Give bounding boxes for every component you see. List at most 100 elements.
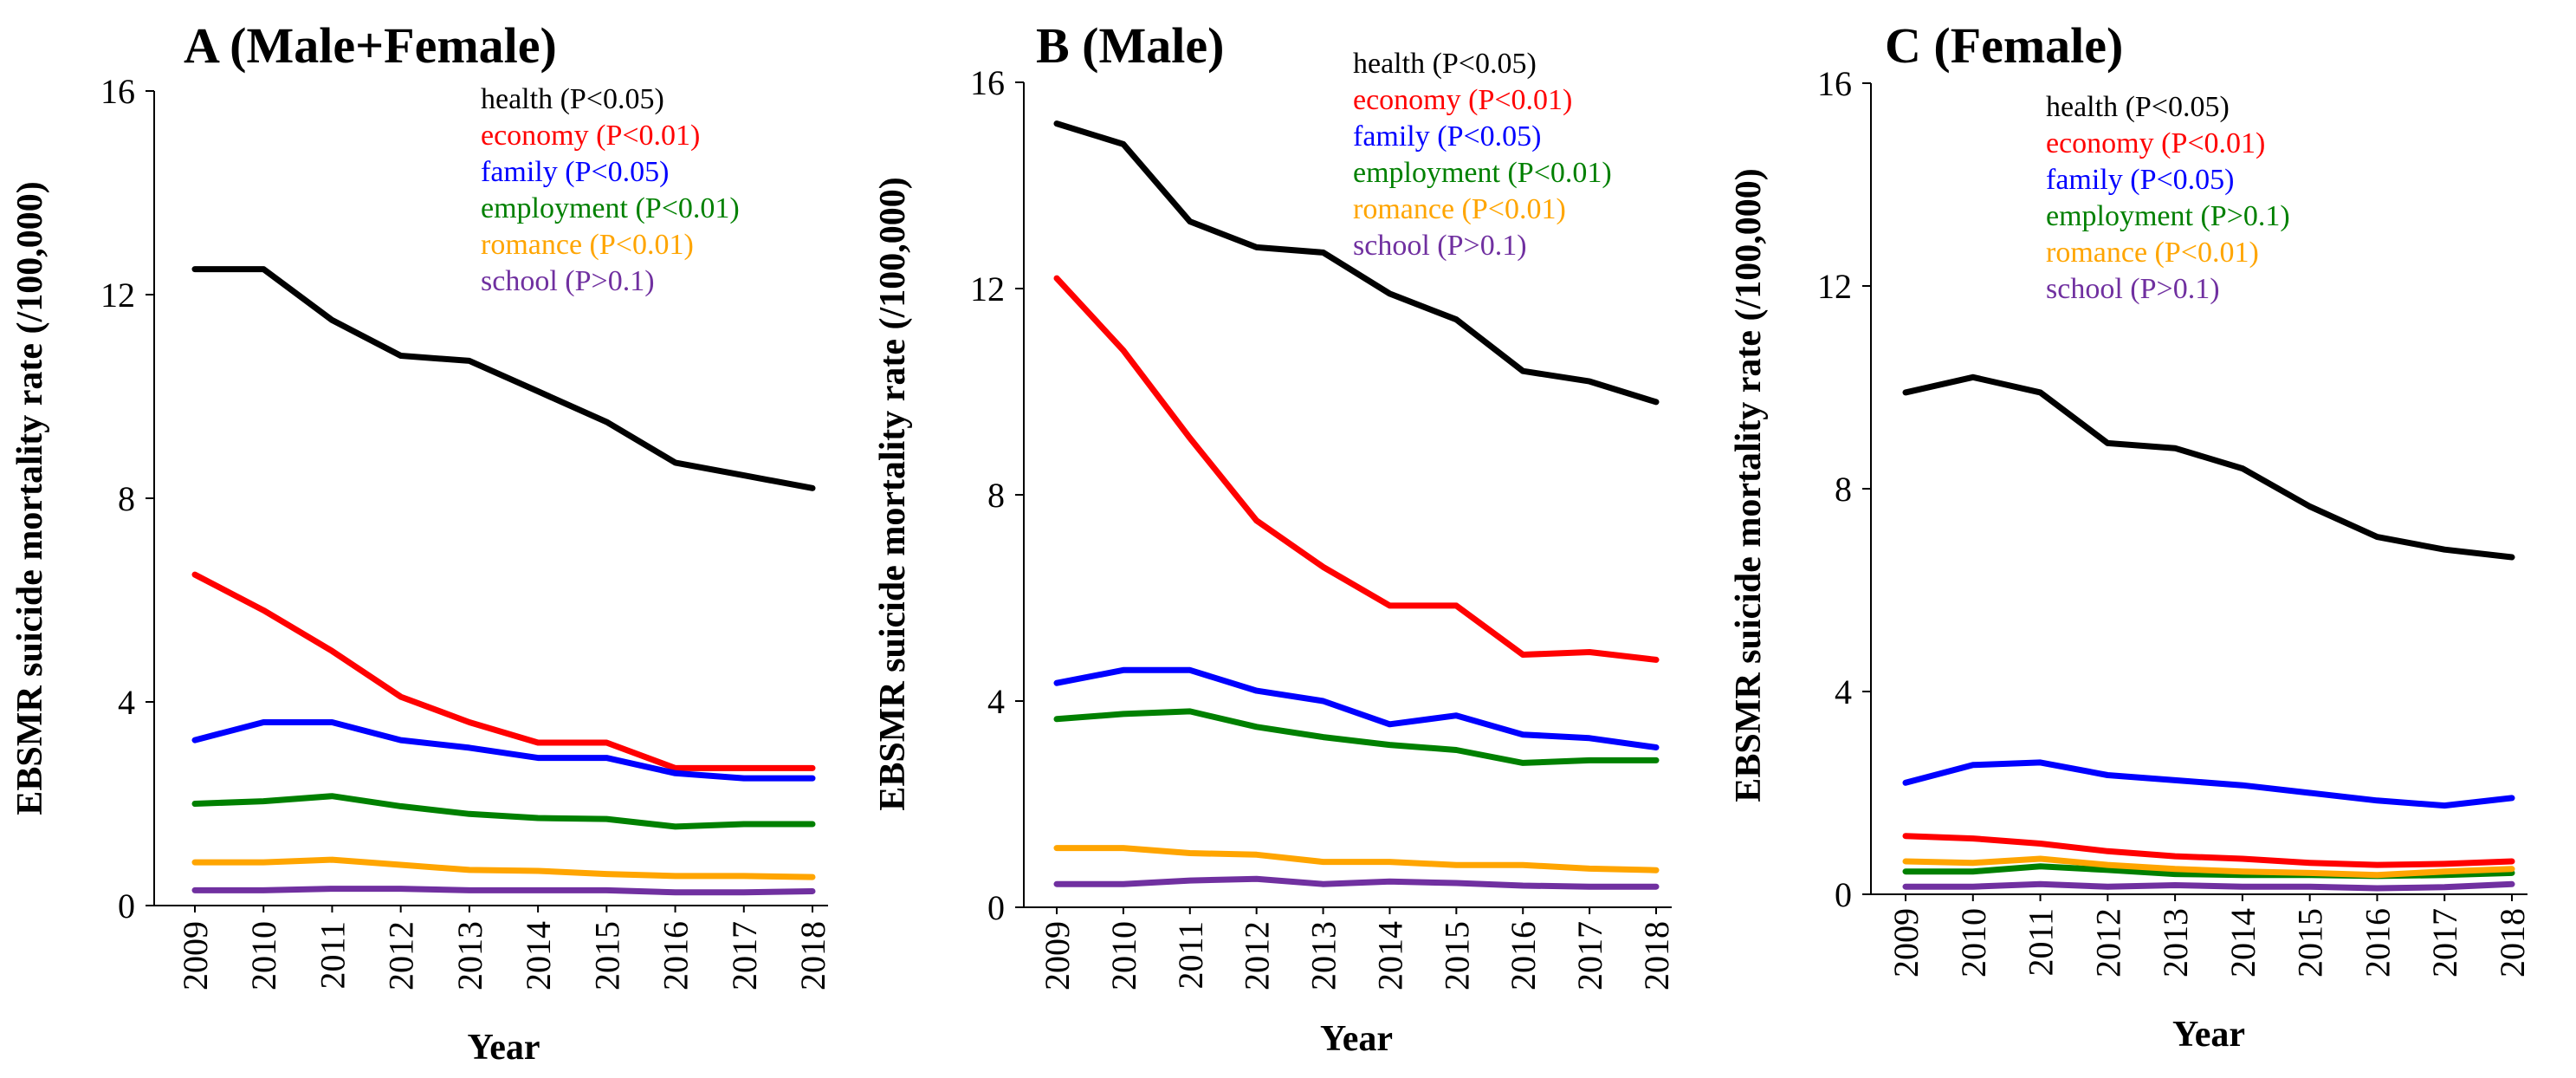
y-tick-label: 0 [1835, 875, 1852, 914]
series-line-family [191, 719, 816, 782]
legend-entry-romance: romance (P<0.01) [1353, 193, 1566, 225]
legend-pvalue: (P>0.1) [2130, 273, 2219, 305]
y-tick-label: 16 [1817, 64, 1852, 103]
legend-entry-school: school (P>0.1) [481, 265, 655, 297]
y-tick-label: 8 [987, 476, 1005, 515]
series-line-school [1902, 880, 2515, 892]
x-tick-label: 2015 [587, 921, 626, 990]
y-tick-label: 8 [1835, 470, 1852, 509]
legend-name: health [1353, 48, 1433, 80]
legend-name: family [1353, 120, 1437, 153]
legend-pvalue: (P<0.05) [565, 156, 669, 188]
y-axis-label: EBSMR suicide mortality rate (/100,000) [1729, 168, 1769, 802]
legend-pvalue: (P<0.01) [590, 229, 694, 261]
legend-pvalue: (P<0.01) [1507, 157, 1611, 189]
series-line-school [1053, 875, 1660, 890]
legend-name: family [481, 156, 565, 188]
x-tick-label: 2015 [2291, 908, 2330, 977]
legend-entry-economy: economy (P<0.01) [1353, 84, 1572, 116]
x-tick-label: 2017 [1570, 921, 1609, 990]
legend-name: romance [481, 229, 590, 261]
y-tick-label: 16 [970, 63, 1005, 102]
y-axis-label: EBSMR suicide mortality rate (/100,000) [873, 177, 913, 810]
legend-entry-family: family (P<0.05) [2046, 164, 2235, 196]
legend-pvalue: (P<0.01) [596, 120, 700, 152]
legend-name: romance [1353, 193, 1462, 225]
x-tick-label: 2018 [1637, 921, 1676, 990]
legend-entry-family: family (P<0.05) [481, 156, 670, 188]
x-tick-label: 2012 [382, 921, 421, 990]
panel-title: B (Male) [1036, 17, 1224, 74]
legend-pvalue: (P<0.01) [2155, 237, 2259, 269]
legend-name: employment [481, 192, 635, 224]
chart-panel-b: B (Male) 0 4 8 12 16 2009 2010 2011 2012 2013 2014 2… [873, 17, 1676, 1059]
x-tick-label: 2016 [1504, 921, 1543, 990]
x-tick-label: 2010 [244, 921, 283, 990]
y-tick-label: 8 [118, 479, 135, 518]
legend-name: health [481, 83, 560, 115]
series-line-romance [1053, 845, 1660, 873]
x-tick-label: 2018 [2493, 908, 2532, 977]
legend-name: school [1353, 230, 1437, 262]
legend-name: economy [1353, 84, 1468, 116]
x-tick-label: 2011 [1171, 921, 1210, 990]
chart-panel-a: A (Male+Female) 0 4 8 12 16 2009 2010 2011 2012 20… [10, 17, 832, 1068]
y-tick-label: 12 [970, 270, 1005, 308]
y-tick-label: 0 [987, 888, 1005, 927]
legend-entry-family: family (P<0.05) [1353, 120, 1542, 153]
series-line-economy [191, 571, 816, 771]
x-tick-label: 2010 [1104, 921, 1143, 990]
legend-entry-economy: economy (P<0.01) [481, 120, 700, 152]
legend-pvalue: (P<0.01) [1468, 84, 1572, 116]
legend-entry-employment: employment (P>0.1) [2046, 200, 2290, 232]
legend-pvalue: (P<0.05) [2130, 164, 2234, 196]
series-line-employment [1053, 708, 1660, 766]
legend-name: school [2046, 273, 2130, 305]
legend-entry-romance: romance (P<0.01) [2046, 237, 2259, 269]
legend-entry-health: health (P<0.05) [2046, 91, 2230, 123]
legend-pvalue: (P<0.05) [1437, 120, 1541, 153]
y-tick-label: 12 [100, 276, 135, 315]
legend-name: school [481, 265, 565, 297]
legend-name: romance [2046, 237, 2155, 269]
legend-pvalue: (P<0.05) [2126, 91, 2230, 123]
legend-name: family [2046, 164, 2130, 196]
x-tick-label: 2018 [793, 921, 832, 990]
panel-title: A (Male+Female) [184, 17, 557, 74]
legend-name: economy [2046, 127, 2161, 159]
x-tick-label: 2011 [313, 921, 352, 990]
x-tick-label: 2014 [1370, 921, 1409, 990]
y-tick-label: 4 [987, 682, 1005, 721]
legend-entry-romance: romance (P<0.01) [481, 229, 694, 261]
x-tick-label: 2012 [2088, 908, 2127, 977]
series-line-economy [1902, 833, 2515, 868]
legend-pvalue: (P<0.01) [2161, 127, 2265, 159]
x-axis-label: Year [2172, 1015, 2245, 1055]
x-axis-label: Year [1320, 1019, 1393, 1059]
legend-entry-school: school (P>0.1) [1353, 230, 1527, 262]
x-axis-label: Year [468, 1028, 540, 1068]
series-line-romance [191, 856, 816, 880]
x-tick-label: 2015 [1437, 921, 1476, 990]
legend-pvalue: (P<0.05) [560, 83, 664, 115]
legend-pvalue: (P>0.1) [1437, 230, 1526, 262]
series-line-economy [1053, 275, 1660, 663]
x-tick-label: 2009 [1887, 908, 1926, 977]
series-line-romance [1902, 855, 2515, 879]
y-tick-label: 12 [1817, 267, 1852, 306]
legend-entry-health: health (P<0.05) [1353, 48, 1537, 80]
x-tick-label: 2017 [2425, 908, 2464, 977]
x-tick-label: 2013 [2156, 908, 2195, 977]
series-line-family [1902, 759, 2515, 809]
series-line-health [1053, 120, 1660, 406]
x-tick-label: 2013 [450, 921, 489, 990]
panel-title: C (Female) [1885, 17, 2123, 74]
legend-entry-health: health (P<0.05) [481, 83, 664, 115]
legend-name: employment [1353, 157, 1507, 189]
x-tick-label: 2012 [1238, 921, 1277, 990]
y-tick-label: 0 [118, 886, 135, 925]
x-tick-label: 2016 [657, 921, 696, 990]
legend-name: health [2046, 91, 2126, 123]
legend-pvalue: (P<0.01) [635, 192, 739, 224]
series-line-employment [191, 793, 816, 830]
